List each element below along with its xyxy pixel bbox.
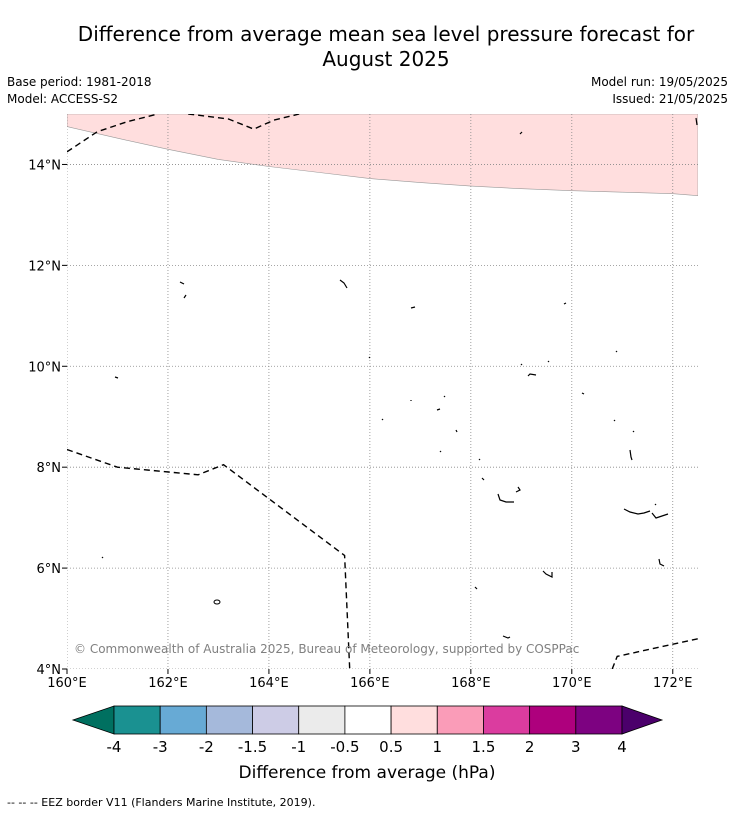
map-background (67, 114, 698, 669)
colorbar-swatch (483, 705, 531, 735)
eez-borders (67, 114, 698, 669)
island-outline (436, 408, 441, 411)
issued-text: Issued: 21/05/2025 (612, 92, 728, 106)
eez-border-line (611, 638, 698, 669)
lat-tick-label: 4°N (37, 663, 62, 678)
colorbar-tick-label: -4 (107, 738, 122, 756)
copyright-text: © Commonwealth of Australia 2025, Bureau… (74, 642, 579, 656)
colorbar-tick-label: 3 (571, 738, 581, 756)
island-outline (439, 450, 442, 453)
colorbar-tick-label: 4 (617, 738, 627, 756)
island-outline (368, 356, 371, 359)
colorbar-swatch (390, 705, 438, 735)
model-text: Model: ACCESS-S2 (7, 92, 119, 106)
island-outline (547, 360, 550, 363)
island-outline (474, 586, 478, 590)
island-outline (478, 458, 481, 461)
colorbar-title: Difference from average (hPa) (239, 763, 496, 783)
colorbar-tick-label: -3 (153, 738, 168, 756)
island-outline (213, 599, 221, 605)
map-content (67, 114, 698, 669)
colorbar-tick-label: 1 (432, 738, 442, 756)
island-outline (455, 429, 458, 433)
island-outline (654, 503, 657, 506)
island-outline (481, 477, 485, 481)
island-outline (581, 392, 585, 395)
colorbar-swatch (113, 705, 161, 735)
eez-footnote: -- -- -- EEZ border V11 (Flanders Marine… (7, 796, 316, 809)
colorbar-legend: -4 -3 -2 -1.5 -1 -0.5 0.5 1 1.5 2 3 4 (71, 705, 664, 756)
island-outline (527, 373, 537, 377)
island-outline (443, 395, 446, 398)
island-outline (114, 376, 119, 379)
lon-tick-label: 168°E (451, 676, 491, 691)
island-outline (613, 419, 616, 422)
colorbar-tick-label: 1.5 (472, 738, 496, 756)
island-outline (183, 294, 187, 299)
lon-tick-label: 172°E (653, 676, 693, 691)
colorbar-tick-label: 2 (525, 738, 535, 756)
lat-tick-label: 10°N (28, 360, 61, 375)
island-outline (542, 570, 553, 578)
pressure-anomaly-region (67, 114, 698, 197)
map-grid (67, 114, 698, 669)
island-outline (615, 350, 618, 353)
meta-right: Model run: 19/05/2025 Issued: 21/05/2025 (591, 74, 728, 108)
colorbar-swatch (344, 705, 392, 735)
eez-border-line (67, 114, 159, 153)
island-outline (520, 363, 523, 366)
lon-tick-label: 160°E (47, 676, 87, 691)
colorbar-tick-label: 0.5 (379, 738, 403, 756)
colorbar-extend-high (621, 705, 664, 735)
colorbar-swatch (575, 705, 623, 735)
eez-border-line (67, 448, 351, 669)
lon-tick-label: 166°E (350, 676, 390, 691)
lat-tick-label: 8°N (37, 461, 62, 476)
island-outline (563, 302, 567, 305)
island-outline (410, 306, 416, 309)
colorbar-tick-label: -2 (199, 738, 214, 756)
island-outline (623, 508, 651, 515)
lon-tick-label: 170°E (552, 676, 592, 691)
base-period-text: Base period: 1981-2018 (7, 75, 152, 89)
colorbar-swatch (529, 705, 577, 735)
lon-tick-label: 162°E (148, 676, 188, 691)
map-axes: 160°E 162°E 164°E 166°E 168°E 170°E 172°E 4°N 6°… (28, 158, 692, 691)
lat-tick-label: 14°N (28, 158, 61, 173)
island-outline (339, 279, 348, 289)
island-outline (497, 493, 514, 503)
colorbar-tick-label: -0.5 (330, 738, 359, 756)
island-coastlines (101, 117, 698, 639)
page-title: Difference from average mean sea level p… (0, 22, 736, 72)
lat-tick-label: 12°N (28, 259, 61, 274)
island-outline (629, 449, 633, 461)
island-outline (695, 117, 698, 126)
colorbar-extend-low (71, 705, 115, 735)
model-run-text: Model run: 19/05/2025 (590, 75, 728, 89)
island-outline (632, 430, 635, 433)
colorbar-tick-label: -1.5 (238, 738, 267, 756)
island-outline (515, 486, 521, 493)
island-outline (502, 635, 511, 639)
title-line-2: August 2025 (322, 47, 450, 71)
island-outline (651, 512, 669, 519)
map-figure: 160°E 162°E 164°E 166°E 168°E 170°E 172°E 4°N 6°… (28, 114, 698, 783)
island-outline (179, 281, 185, 285)
island-outline (519, 131, 523, 135)
island-outline (101, 556, 104, 559)
colorbar-swatch (205, 705, 253, 735)
island-outline (381, 418, 384, 421)
colorbar-swatch (436, 705, 484, 735)
island-outline (658, 558, 665, 567)
lat-tick-label: 6°N (37, 562, 62, 577)
colorbar-swatch (298, 705, 346, 735)
lon-tick-label: 164°E (249, 676, 289, 691)
colorbar-swatch (159, 705, 207, 735)
colorbar-swatch (252, 705, 300, 735)
meta-left: Base period: 1981-2018 Model: ACCESS-S2 (7, 74, 152, 108)
colorbar-tick-label: -1 (291, 738, 306, 756)
title-line-1: Difference from average mean sea level p… (77, 22, 695, 46)
